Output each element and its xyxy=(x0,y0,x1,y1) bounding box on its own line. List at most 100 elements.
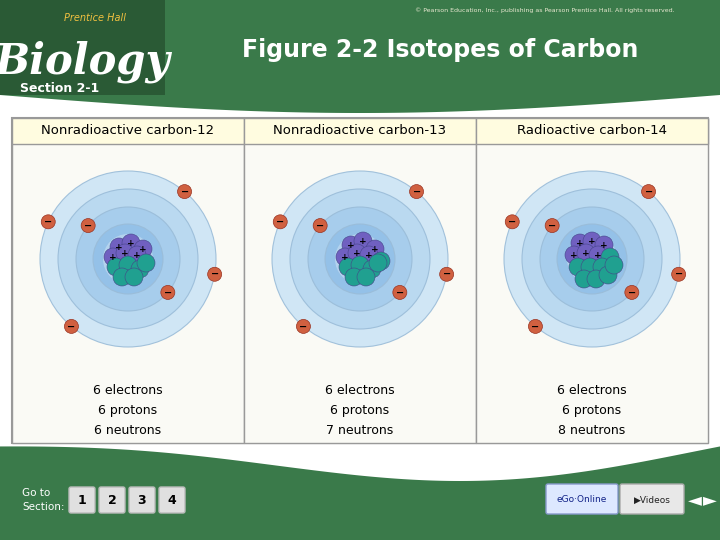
Text: Nonradioactive carbon-13: Nonradioactive carbon-13 xyxy=(274,125,446,138)
Circle shape xyxy=(360,246,378,264)
Text: ▶Videos: ▶Videos xyxy=(634,496,670,504)
Circle shape xyxy=(325,224,395,294)
Text: −: − xyxy=(316,220,324,231)
FancyBboxPatch shape xyxy=(476,118,708,443)
Text: −: − xyxy=(396,287,404,298)
Circle shape xyxy=(567,234,617,284)
Text: +: + xyxy=(588,237,596,246)
Circle shape xyxy=(625,286,639,299)
Text: Figure 2-2 Isotopes of Carbon: Figure 2-2 Isotopes of Carbon xyxy=(242,38,638,62)
Text: −: − xyxy=(548,220,557,231)
Circle shape xyxy=(93,224,163,294)
Circle shape xyxy=(366,240,384,258)
Text: © Pearson Education, Inc., publishing as Pearson Prentice Hall. All rights reser: © Pearson Education, Inc., publishing as… xyxy=(415,7,675,12)
FancyBboxPatch shape xyxy=(546,484,618,514)
Circle shape xyxy=(116,244,134,262)
Circle shape xyxy=(161,286,175,299)
Circle shape xyxy=(351,256,369,274)
Text: −: − xyxy=(413,187,420,197)
Text: Nonradioactive carbon-12: Nonradioactive carbon-12 xyxy=(42,125,215,138)
Circle shape xyxy=(348,244,366,262)
Text: Biology: Biology xyxy=(0,40,171,83)
Polygon shape xyxy=(0,0,720,95)
Circle shape xyxy=(593,258,611,276)
Text: −: − xyxy=(276,217,284,227)
Text: ►: ► xyxy=(703,491,717,509)
Text: +: + xyxy=(576,239,584,247)
Circle shape xyxy=(81,219,95,233)
Text: +: + xyxy=(127,239,135,247)
Text: 4: 4 xyxy=(168,494,176,507)
Text: +: + xyxy=(365,251,373,260)
Text: +: + xyxy=(133,251,141,260)
FancyBboxPatch shape xyxy=(620,484,684,514)
FancyBboxPatch shape xyxy=(12,118,708,443)
Circle shape xyxy=(642,185,656,199)
Text: +: + xyxy=(594,251,602,260)
Circle shape xyxy=(601,248,619,266)
Circle shape xyxy=(125,268,143,286)
Circle shape xyxy=(599,266,617,284)
Circle shape xyxy=(528,320,542,333)
Circle shape xyxy=(363,260,381,278)
Text: 6 electrons
6 protons
7 neutrons: 6 electrons 6 protons 7 neutrons xyxy=(325,384,395,437)
Text: −: − xyxy=(181,187,189,197)
FancyBboxPatch shape xyxy=(12,118,244,144)
Circle shape xyxy=(545,219,559,233)
Text: +: + xyxy=(354,248,361,258)
Text: −: − xyxy=(644,187,652,197)
Text: 6 electrons
6 protons
6 neutrons: 6 electrons 6 protons 6 neutrons xyxy=(93,384,163,437)
Circle shape xyxy=(336,248,354,266)
Circle shape xyxy=(369,254,387,272)
Text: −: − xyxy=(163,287,172,298)
Circle shape xyxy=(110,238,128,256)
Circle shape xyxy=(357,268,375,286)
Circle shape xyxy=(58,189,198,329)
Text: +: + xyxy=(139,245,147,253)
FancyBboxPatch shape xyxy=(159,487,185,513)
Circle shape xyxy=(354,232,372,250)
FancyBboxPatch shape xyxy=(244,118,476,144)
Circle shape xyxy=(297,320,310,333)
Text: +: + xyxy=(109,253,117,261)
Circle shape xyxy=(522,189,662,329)
Text: ◄: ◄ xyxy=(688,491,702,509)
Circle shape xyxy=(393,286,407,299)
Circle shape xyxy=(104,248,122,266)
FancyBboxPatch shape xyxy=(476,118,708,144)
Circle shape xyxy=(178,185,192,199)
FancyBboxPatch shape xyxy=(69,487,95,513)
Circle shape xyxy=(569,258,587,276)
Text: Section 2-1: Section 2-1 xyxy=(20,82,99,95)
Circle shape xyxy=(119,256,137,274)
Text: −: − xyxy=(68,321,76,332)
Circle shape xyxy=(505,215,519,229)
Circle shape xyxy=(339,258,357,276)
Circle shape xyxy=(40,171,216,347)
Text: +: + xyxy=(570,251,578,260)
Polygon shape xyxy=(0,0,165,95)
Circle shape xyxy=(64,320,78,333)
Text: +: + xyxy=(341,253,348,261)
Circle shape xyxy=(583,232,601,250)
Circle shape xyxy=(131,260,149,278)
Circle shape xyxy=(565,246,583,264)
Polygon shape xyxy=(0,0,720,113)
Text: 2: 2 xyxy=(107,494,117,507)
Circle shape xyxy=(589,246,607,264)
Text: eGo·Online: eGo·Online xyxy=(557,496,607,504)
Circle shape xyxy=(504,171,680,347)
Circle shape xyxy=(595,236,613,254)
Text: −: − xyxy=(443,269,451,279)
Circle shape xyxy=(76,207,180,311)
Text: −: − xyxy=(44,217,53,227)
Circle shape xyxy=(122,234,140,252)
Text: +: + xyxy=(600,240,608,249)
Circle shape xyxy=(587,270,605,288)
Circle shape xyxy=(113,268,131,286)
Circle shape xyxy=(207,267,222,281)
FancyBboxPatch shape xyxy=(244,118,476,443)
Text: +: + xyxy=(359,237,366,246)
Text: −: − xyxy=(300,321,307,332)
Text: +: + xyxy=(347,240,355,249)
